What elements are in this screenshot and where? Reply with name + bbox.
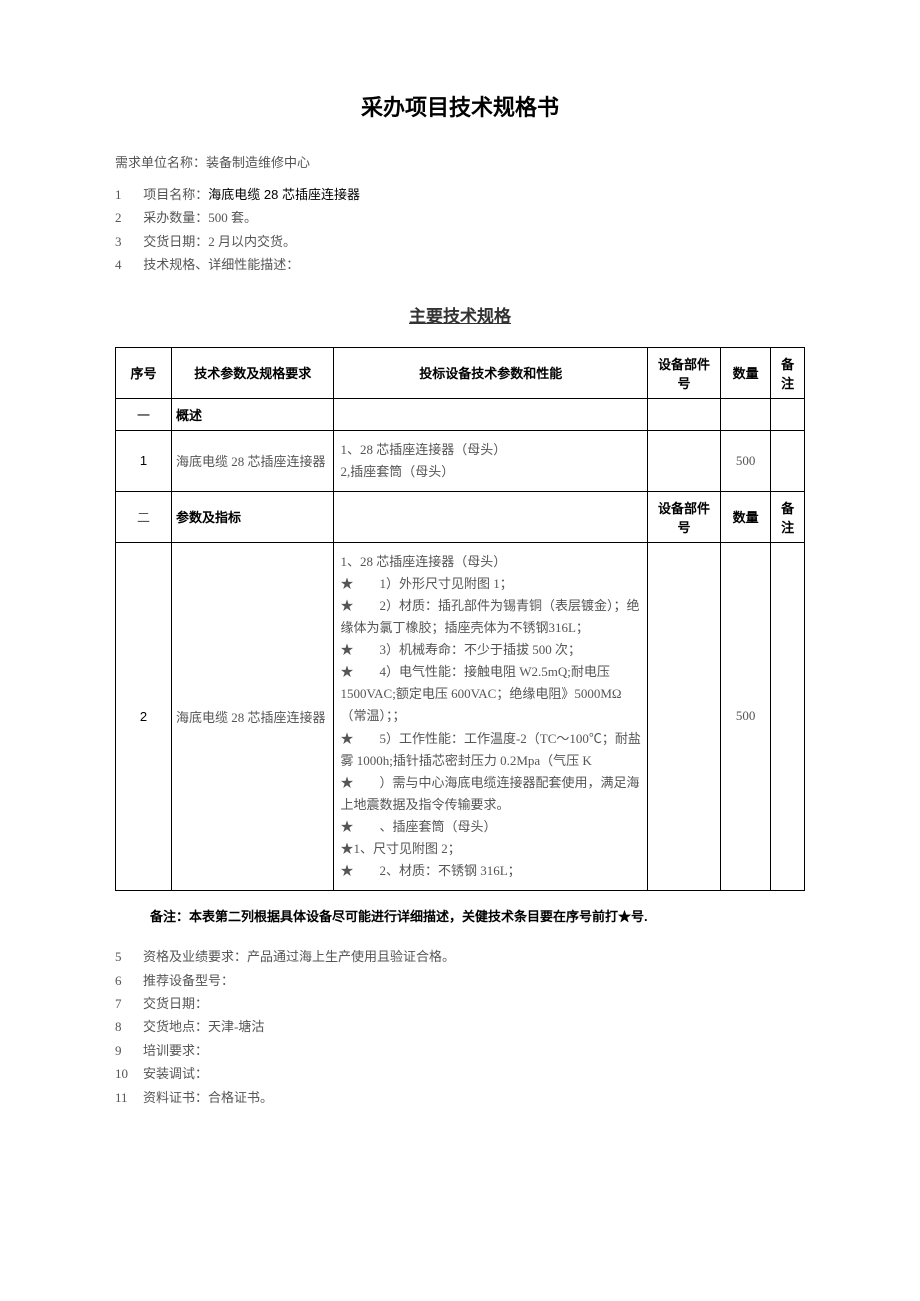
cell-note-header: 备注 <box>771 491 805 542</box>
cell-empty <box>771 398 805 430</box>
bottom-list: 5资格及业绩要求：产品通过海上生产使用且验证合格。 6推荐设备型号： 7交货日期… <box>115 945 805 1109</box>
cell-seq: 一 <box>116 398 172 430</box>
cell-empty <box>648 430 721 491</box>
bottom-item: 9培训要求： <box>115 1039 805 1062</box>
meta-value: 海底电缆 28 芯插座连接器 <box>208 187 360 202</box>
cell-tech: 1、28 芯插座连接器（母头） 2,插座套筒（母头） <box>334 430 648 491</box>
meta-value: 500 套。 <box>208 210 257 225</box>
tech-line: ★ 5）工作性能：工作温度-2（TC～100℃；耐盐雾 1000h;插针插芯密封… <box>340 728 641 772</box>
cell-empty <box>771 542 805 890</box>
bottom-text: 资料证书：合格证书。 <box>143 1090 273 1105</box>
cell-qty: 500 <box>720 542 770 890</box>
bottom-text: 交货日期： <box>143 996 208 1011</box>
table-row: 一 概述 <box>116 398 805 430</box>
bottom-num: 6 <box>115 969 143 992</box>
cell-empty <box>771 430 805 491</box>
cell-empty <box>334 398 648 430</box>
cell-seq: 1 <box>116 430 172 491</box>
meta-num: 3 <box>115 230 140 253</box>
org-value: 装备制造维修中心 <box>206 155 310 170</box>
header-seq: 序号 <box>116 347 172 398</box>
org-label: 需求单位名称： <box>115 155 206 170</box>
bottom-text: 资格及业绩要求：产品通过海上生产使用且验证合格。 <box>143 949 455 964</box>
bottom-num: 9 <box>115 1039 143 1062</box>
meta-label: 项目名称： <box>143 187 208 202</box>
meta-num: 1 <box>115 183 140 206</box>
tech-line: 1、28 芯插座连接器（母头） <box>340 551 641 573</box>
cell-qty-header: 数量 <box>720 491 770 542</box>
cell-param: 海底电缆 28 芯插座连接器 <box>172 430 334 491</box>
table-header-row: 序号 技术参数及规格要求 投标设备技术参数和性能 设备部件号 数量 备注 <box>116 347 805 398</box>
header-part: 设备部件号 <box>648 347 721 398</box>
tech-line: ★ 4）电气性能：接触电阻 W2.5mQ;耐电压1500VAC;额定电压 600… <box>340 661 641 727</box>
tech-line: ★ 2）材质：插孔部件为锡青铜（表层镀金）；绝缘体为氯丁橡胶；插座壳体为不锈钢3… <box>340 595 641 639</box>
footer-note: 备注：本表第二列根据具体设备尽可能进行详细描述，关健技术条目要在序号前打★号. <box>115 906 805 925</box>
meta-label: 交货日期： <box>143 234 208 249</box>
bottom-item: 6推荐设备型号： <box>115 969 805 992</box>
header-tech: 投标设备技术参数和性能 <box>334 347 648 398</box>
header-qty: 数量 <box>720 347 770 398</box>
bottom-item: 10安装调试： <box>115 1062 805 1085</box>
bottom-item: 7交货日期： <box>115 992 805 1015</box>
cell-empty <box>648 542 721 890</box>
table-row: 2 海底电缆 28 芯插座连接器 1、28 芯插座连接器（母头） ★ 1）外形尺… <box>116 542 805 890</box>
cell-param: 海底电缆 28 芯插座连接器 <box>172 542 334 890</box>
cell-overview: 概述 <box>172 398 334 430</box>
bottom-text: 培训要求： <box>143 1043 208 1058</box>
cell-qty: 500 <box>720 430 770 491</box>
bottom-text: 交货地点：天津-塘沽 <box>143 1019 264 1034</box>
meta-item: 2 采办数量：500 套。 <box>115 206 805 229</box>
meta-item: 1 项目名称：海底电缆 28 芯插座连接器 <box>115 183 805 206</box>
org-line: 需求单位名称：装备制造维修中心 <box>115 152 805 171</box>
bottom-num: 11 <box>115 1086 143 1109</box>
meta-list: 1 项目名称：海底电缆 28 芯插座连接器 2 采办数量：500 套。 3 交货… <box>115 183 805 277</box>
meta-item: 4 技术规格、详细性能描述： <box>115 253 805 276</box>
cell-empty <box>334 491 648 542</box>
meta-label: 技术规格、详细性能描述： <box>143 257 299 272</box>
meta-item: 3 交货日期：2 月以内交货。 <box>115 230 805 253</box>
cell-part-header: 设备部件号 <box>648 491 721 542</box>
meta-num: 2 <box>115 206 140 229</box>
tech-line: ★ 1）外形尺寸见附图 1； <box>340 573 641 595</box>
tech-line: ★ 3）机械寿命：不少于插拔 500 次； <box>340 639 641 661</box>
header-note: 备注 <box>771 347 805 398</box>
bottom-text: 安装调试： <box>143 1066 208 1081</box>
meta-label: 采办数量： <box>143 210 208 225</box>
bottom-num: 5 <box>115 945 143 968</box>
meta-num: 4 <box>115 253 140 276</box>
bottom-text: 推荐设备型号： <box>143 973 234 988</box>
section-title: 主要技术规格 <box>115 302 805 327</box>
document-title: 采办项目技术规格书 <box>115 90 805 122</box>
tech-line: ★1、尺寸见附图 2； <box>340 838 641 860</box>
cell-params-label: 参数及指标 <box>172 491 334 542</box>
cell-empty <box>720 398 770 430</box>
tech-line: ★ ）需与中心海底电缆连接器配套使用，满足海上地震数据及指令传输要求。 <box>340 772 641 816</box>
bottom-item: 5资格及业绩要求：产品通过海上生产使用且验证合格。 <box>115 945 805 968</box>
cell-seq: 二 <box>116 491 172 542</box>
meta-value: 2 月以内交货。 <box>208 234 296 249</box>
bottom-item: 11资料证书：合格证书。 <box>115 1086 805 1109</box>
spec-table: 序号 技术参数及规格要求 投标设备技术参数和性能 设备部件号 数量 备注 一 概… <box>115 347 805 892</box>
tech-line: 2,插座套筒（母头） <box>340 461 641 483</box>
table-row: 二 参数及指标 设备部件号 数量 备注 <box>116 491 805 542</box>
bottom-item: 8交货地点：天津-塘沽 <box>115 1015 805 1038</box>
tech-line: ★ 、插座套筒（母头） <box>340 816 641 838</box>
bottom-num: 10 <box>115 1062 143 1085</box>
tech-line: ★ 2、材质：不锈钢 316L； <box>340 860 641 882</box>
cell-seq: 2 <box>116 542 172 890</box>
cell-tech: 1、28 芯插座连接器（母头） ★ 1）外形尺寸见附图 1； ★ 2）材质：插孔… <box>334 542 648 890</box>
bottom-num: 8 <box>115 1015 143 1038</box>
header-param: 技术参数及规格要求 <box>172 347 334 398</box>
cell-empty <box>648 398 721 430</box>
bottom-num: 7 <box>115 992 143 1015</box>
table-row: 1 海底电缆 28 芯插座连接器 1、28 芯插座连接器（母头） 2,插座套筒（… <box>116 430 805 491</box>
tech-line: 1、28 芯插座连接器（母头） <box>340 439 641 461</box>
